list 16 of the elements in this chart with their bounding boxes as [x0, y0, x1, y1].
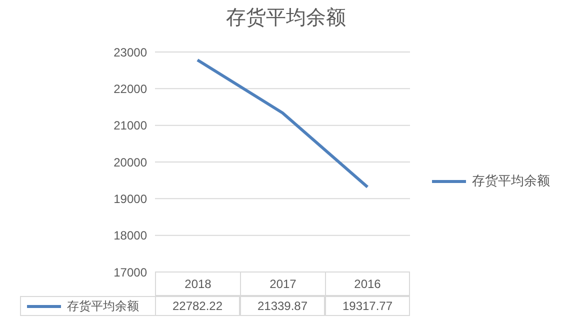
y-tick-label: 17000 — [114, 265, 148, 280]
legend-label: 存货平均余额 — [472, 172, 550, 190]
text: 存货平均余额 — [67, 299, 139, 313]
y-tick-label: 21000 — [114, 118, 148, 133]
data-label: 19317.77 — [325, 296, 410, 316]
y-tick-label: 20000 — [114, 155, 148, 170]
y-tick-label: 23000 — [114, 45, 148, 60]
chart-title: 存货平均余额 — [225, 6, 347, 31]
data-label: 21339.87 — [240, 296, 325, 316]
x-tick-label: 2016 — [325, 272, 410, 296]
x-tick-label: 2018 — [155, 272, 240, 296]
y-tick-label: 18000 — [114, 228, 148, 243]
y-tick-label: 19000 — [114, 192, 148, 206]
y-tick-label: 22000 — [114, 82, 148, 96]
data-label: 22782.22 — [155, 296, 240, 316]
x-tick-label: 2017 — [240, 272, 325, 296]
